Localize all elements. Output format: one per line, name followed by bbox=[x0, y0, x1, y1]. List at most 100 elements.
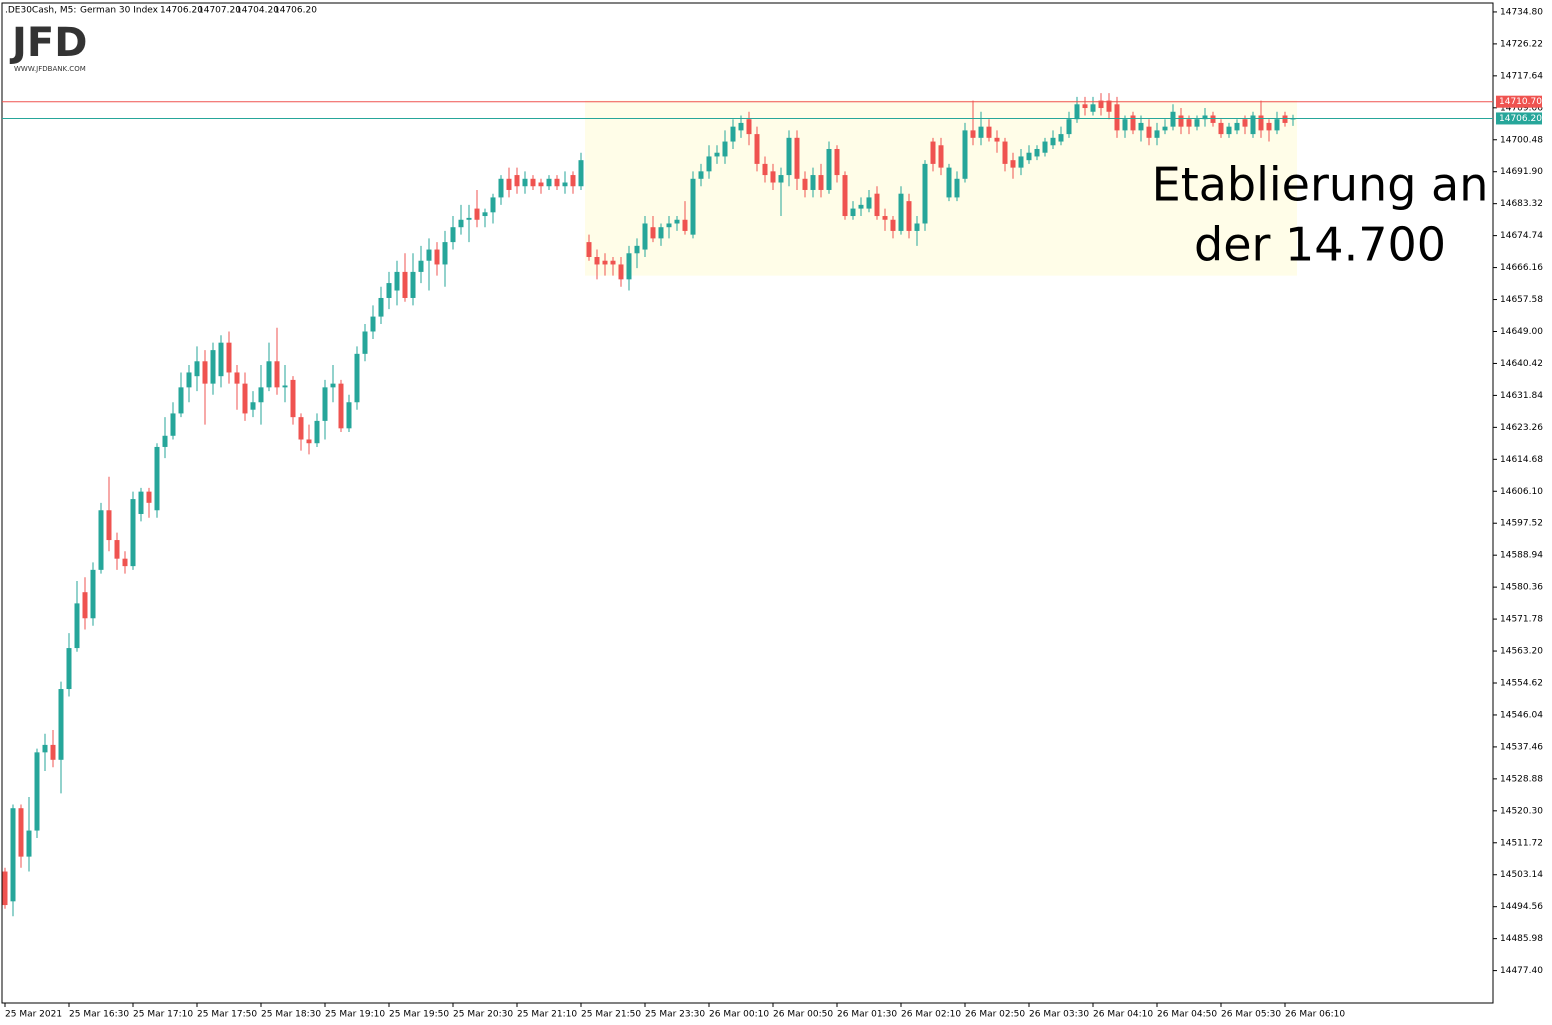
y-tick-label: 14709.06 bbox=[1500, 103, 1543, 113]
candle-body bbox=[1178, 115, 1184, 127]
x-tick-label: 25 Mar 16:30 bbox=[69, 1010, 129, 1020]
candle-body bbox=[130, 499, 136, 567]
annotation-line: Etablierung an bbox=[1152, 158, 1489, 212]
candle-body bbox=[42, 744, 48, 753]
candle-body bbox=[730, 126, 736, 142]
candle-body bbox=[450, 227, 456, 243]
candle-body bbox=[434, 249, 440, 265]
x-tick-label: 25 Mar 19:10 bbox=[325, 1010, 385, 1020]
x-tick-label: 25 Mar 19:50 bbox=[389, 1010, 449, 1020]
candle-body bbox=[762, 163, 768, 176]
x-tick-label: 25 Mar 2021 bbox=[5, 1010, 62, 1020]
candle-body bbox=[570, 175, 576, 187]
candle-body bbox=[722, 141, 728, 157]
candle-body bbox=[746, 119, 752, 135]
candle-body bbox=[1098, 100, 1104, 109]
highlight-layer bbox=[585, 100, 1297, 276]
y-tick-label: 14657.58 bbox=[1500, 295, 1543, 305]
candle-body bbox=[306, 439, 312, 444]
price-label: 14706.20 bbox=[1499, 114, 1542, 124]
x-tick-label: 26 Mar 04:50 bbox=[1157, 1010, 1217, 1020]
candle-body bbox=[138, 491, 144, 514]
candle-body bbox=[802, 178, 808, 190]
candle-body bbox=[234, 372, 240, 384]
candle-body bbox=[642, 223, 648, 250]
candle-body bbox=[530, 178, 536, 187]
candle-body bbox=[50, 744, 56, 760]
y-tick-label: 14631.84 bbox=[1500, 391, 1543, 401]
candle-body bbox=[554, 178, 560, 187]
candle-body bbox=[602, 260, 608, 265]
candle-body bbox=[682, 219, 688, 231]
price-label: 14710.70 bbox=[1499, 97, 1542, 107]
candle-body bbox=[522, 178, 528, 187]
candle-body bbox=[242, 383, 248, 414]
candle-body bbox=[626, 253, 632, 280]
candle-body bbox=[714, 152, 720, 157]
candle-body bbox=[1194, 119, 1200, 127]
candle-body bbox=[474, 208, 480, 220]
candle-body bbox=[202, 361, 208, 384]
readout-value: 14704.20 bbox=[236, 6, 279, 16]
candle-body bbox=[442, 242, 448, 265]
candle-body bbox=[514, 175, 520, 187]
candle-body bbox=[10, 808, 16, 902]
x-tick-label: 26 Mar 06:10 bbox=[1285, 1010, 1345, 1020]
y-tick-label: 14554.62 bbox=[1500, 679, 1543, 689]
candle-body bbox=[1106, 100, 1112, 112]
y-tick-label: 14503.14 bbox=[1500, 870, 1543, 880]
candle-body bbox=[978, 126, 984, 138]
candle-body bbox=[778, 175, 784, 183]
candle-body bbox=[1090, 104, 1096, 112]
candle-body bbox=[858, 204, 864, 209]
candle-body bbox=[634, 245, 640, 254]
candle-body bbox=[898, 193, 904, 231]
x-tick-label: 25 Mar 21:50 bbox=[581, 1010, 641, 1020]
candle-body bbox=[98, 510, 104, 570]
annotation-line: der 14.700 bbox=[1194, 218, 1446, 272]
candle-body bbox=[186, 372, 192, 388]
candle-body bbox=[466, 217, 472, 220]
candle-body bbox=[170, 413, 176, 436]
candle-body bbox=[1146, 126, 1152, 138]
candle-body bbox=[394, 271, 400, 291]
candle-body bbox=[922, 163, 928, 224]
candle-body bbox=[866, 197, 872, 209]
candle-body bbox=[362, 331, 368, 354]
candle-body bbox=[282, 385, 288, 388]
logo: JFD bbox=[9, 20, 87, 66]
y-tick-label: 14674.74 bbox=[1500, 231, 1543, 241]
y-tick-label: 14597.52 bbox=[1500, 519, 1543, 529]
candle-body bbox=[698, 171, 704, 179]
y-tick-label: 14580.36 bbox=[1500, 583, 1543, 593]
candle-body bbox=[298, 417, 304, 440]
x-tick-label: 26 Mar 00:50 bbox=[773, 1010, 833, 1020]
y-tick-label: 14640.42 bbox=[1500, 359, 1543, 369]
candle-body bbox=[506, 178, 512, 190]
y-tick-label: 14528.88 bbox=[1500, 774, 1543, 784]
y-tick-label: 14563.20 bbox=[1500, 647, 1543, 657]
candle-body bbox=[194, 361, 200, 377]
candle-body bbox=[1002, 141, 1008, 164]
candle-body bbox=[314, 420, 320, 444]
candle-body bbox=[1082, 104, 1088, 109]
candle-body bbox=[1274, 119, 1280, 131]
candle-body bbox=[650, 227, 656, 239]
candle-body bbox=[1242, 119, 1248, 127]
y-tick-label: 14520.30 bbox=[1500, 806, 1543, 816]
x-tick-label: 25 Mar 21:10 bbox=[517, 1010, 577, 1020]
candle-body bbox=[546, 178, 552, 187]
candle-body bbox=[594, 257, 600, 265]
candle-body bbox=[930, 141, 936, 164]
candle-body bbox=[378, 297, 384, 317]
candle-body bbox=[1170, 111, 1176, 127]
candle-body bbox=[1122, 119, 1128, 131]
candle-body bbox=[370, 316, 376, 332]
candle-body bbox=[154, 446, 160, 511]
candle-body bbox=[122, 558, 128, 567]
y-tick-label: 14623.26 bbox=[1500, 423, 1543, 433]
candle-body bbox=[890, 219, 896, 231]
x-tick-label: 26 Mar 05:30 bbox=[1221, 1010, 1281, 1020]
candle-body bbox=[834, 148, 840, 176]
candle-body bbox=[1026, 152, 1032, 161]
